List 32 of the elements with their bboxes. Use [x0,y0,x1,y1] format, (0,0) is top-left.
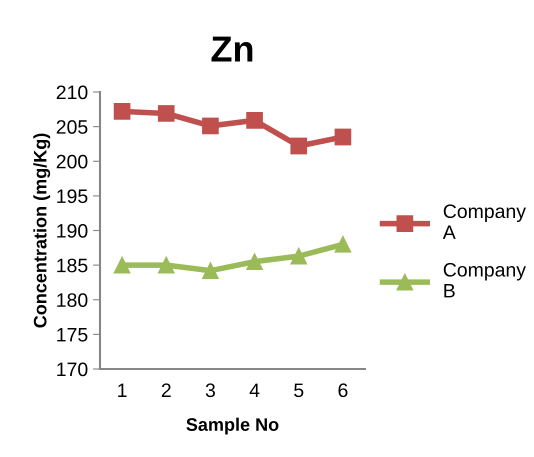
point [334,128,352,146]
x-tick-label: 3 [206,383,215,398]
legend-label: Company A [442,204,526,239]
y-tick-label: 170 [57,362,88,376]
point [290,138,308,154]
point [158,105,175,122]
y-tick-label: 210 [56,85,88,100]
y-tick-label: 175 [57,328,88,342]
x-tick-label: 4 [250,384,260,397]
y-tick-label: 205 [56,120,88,134]
point [114,256,130,274]
x-tick-label: 6 [338,383,348,398]
x-tick-label: 5 [294,384,304,398]
y-tick-label: 180 [57,293,88,307]
x-axis-title: Sample No [186,418,278,435]
y-tick-label: 185 [57,258,88,272]
y-tick-label: 190 [57,224,88,238]
point [158,256,175,274]
x-tick-label: 2 [162,383,171,397]
point [246,112,263,129]
y-tick-label: 200 [56,154,88,168]
point [202,118,219,134]
chart-title: Zn [212,36,252,62]
y-tick-label: 195 [57,189,88,204]
point [202,262,219,279]
legend-label: Company B [444,262,526,298]
point [334,236,352,253]
x-tick-label: 1 [118,384,127,397]
point [246,253,263,270]
y-axis-title: Concentration (mg/Kg) [33,134,50,328]
point [114,103,130,120]
point [290,248,308,264]
